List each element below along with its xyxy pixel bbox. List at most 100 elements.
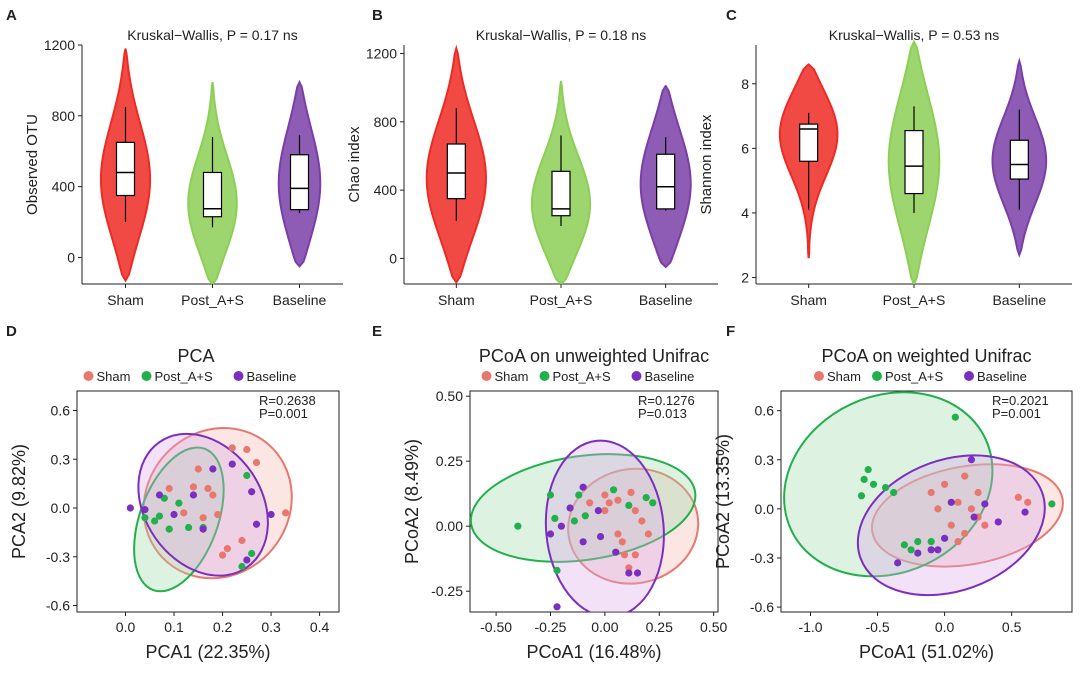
point-sham (252, 458, 261, 467)
point-sham (605, 499, 613, 507)
point-postas (514, 522, 522, 530)
point-sham (1014, 493, 1022, 502)
point-postas (248, 549, 256, 558)
point-postas (553, 566, 561, 575)
plot-area (126, 426, 293, 593)
point-baseline (594, 507, 602, 515)
point-baseline (1021, 508, 1029, 516)
box (656, 153, 676, 210)
ellipse-baseline (137, 432, 269, 577)
point-baseline (248, 488, 256, 496)
point-baseline (927, 546, 935, 554)
point-postas (857, 492, 866, 500)
y-axis-label: PCoA2 (13.35%) (713, 434, 733, 569)
x-axis-label: PCoA1 (51.02%) (859, 642, 994, 662)
point-baseline (170, 510, 178, 519)
y-tick-label: 2 (741, 270, 749, 286)
y-tick-label: -0.6 (750, 599, 774, 615)
point-baseline (243, 556, 251, 564)
x-tick-label: Baseline (273, 292, 327, 308)
legend-label: Post_A+S (885, 369, 944, 384)
y-tick-label: 800 (374, 114, 398, 130)
plot-frame (469, 390, 719, 613)
point-baseline (994, 518, 1002, 526)
box (799, 123, 819, 162)
plot-area (470, 439, 700, 612)
y-tick-label: 0.3 (755, 452, 775, 468)
point-sham (941, 480, 949, 488)
point-baseline (566, 504, 574, 512)
point-sham (954, 498, 962, 506)
x-axis-label: PCA1 (22.35%) (145, 642, 270, 662)
box (1009, 139, 1029, 180)
point-postas (927, 538, 935, 546)
box (551, 170, 571, 217)
point-sham (961, 529, 969, 538)
point-sham (1024, 498, 1032, 506)
point-sham (228, 444, 236, 452)
point-baseline (189, 491, 198, 499)
point-baseline (596, 533, 605, 541)
legend-marker-postas (539, 371, 550, 381)
point-sham (586, 499, 594, 507)
box (202, 171, 223, 218)
point-sham (627, 488, 635, 496)
point-baseline (579, 483, 587, 491)
chart-title: Kruskal−Wallis, P = 0.17 ns (127, 27, 297, 43)
x-tick-label: -0.25 (535, 619, 567, 635)
point-baseline (209, 465, 217, 473)
x-tick-label: 0.25 (646, 619, 673, 635)
y-tick-label: -0.6 (46, 598, 70, 614)
legend-marker-baseline (233, 371, 244, 381)
point-sham (614, 530, 622, 538)
legend-marker-baseline (964, 371, 974, 381)
point-baseline (894, 559, 902, 567)
panel-a: A Kruskal−Wallis, P = 0.17 ns 0 400 800 1200 O… (6, 7, 343, 308)
point-baseline (612, 548, 620, 556)
y-axis-label: PCoA2 (8.49%) (402, 439, 422, 564)
point-postas (914, 538, 922, 546)
point-sham (209, 491, 217, 499)
x-tick-label: Post_A+S (181, 292, 244, 308)
stat-r: R=0.2638 (259, 393, 316, 408)
x-axis-label: PCoA1 (16.48%) (526, 642, 661, 662)
y-tick-label: 400 (374, 182, 398, 198)
point-sham (223, 545, 232, 553)
y-axis-label: PCA2 (9.82%) (9, 444, 29, 559)
point-sham (644, 530, 652, 538)
legend-marker-postas (872, 371, 882, 381)
panel-label: E (372, 323, 382, 340)
point-postas (155, 512, 164, 520)
panel-label: B (372, 7, 383, 24)
point-postas (581, 512, 589, 520)
point-postas (649, 499, 657, 507)
legend-marker-baseline (631, 371, 642, 381)
point-baseline (199, 525, 207, 533)
chart-title: PCoA on unweighted Unifrac (479, 346, 709, 366)
y-tick-label: 0 (389, 250, 397, 266)
point-postas (175, 499, 183, 507)
y-tick-label: -0.25 (431, 583, 463, 599)
x-tick-label: Post_A+S (530, 292, 593, 308)
point-sham (927, 488, 935, 497)
point-sham (180, 509, 188, 517)
chart-title: Kruskal−Wallis, P = 0.18 ns (476, 27, 646, 43)
point-postas (890, 488, 898, 497)
plot-frame (780, 390, 1073, 613)
point-baseline (228, 460, 236, 468)
legend-label: Sham (827, 369, 861, 384)
point-postas (141, 514, 149, 522)
point-postas (860, 475, 868, 483)
panel-label: C (726, 7, 737, 24)
point-postas (864, 465, 872, 474)
x-tick-label: 0.50 (700, 619, 727, 635)
box (115, 141, 136, 197)
stat-p: P=0.001 (259, 406, 308, 421)
panel-label: D (6, 323, 17, 340)
y-axis-label: Chao index (346, 126, 363, 202)
point-sham (218, 551, 227, 559)
point-sham (194, 465, 202, 473)
stat-r: R=0.1276 (638, 393, 695, 408)
point-baseline (625, 569, 633, 577)
